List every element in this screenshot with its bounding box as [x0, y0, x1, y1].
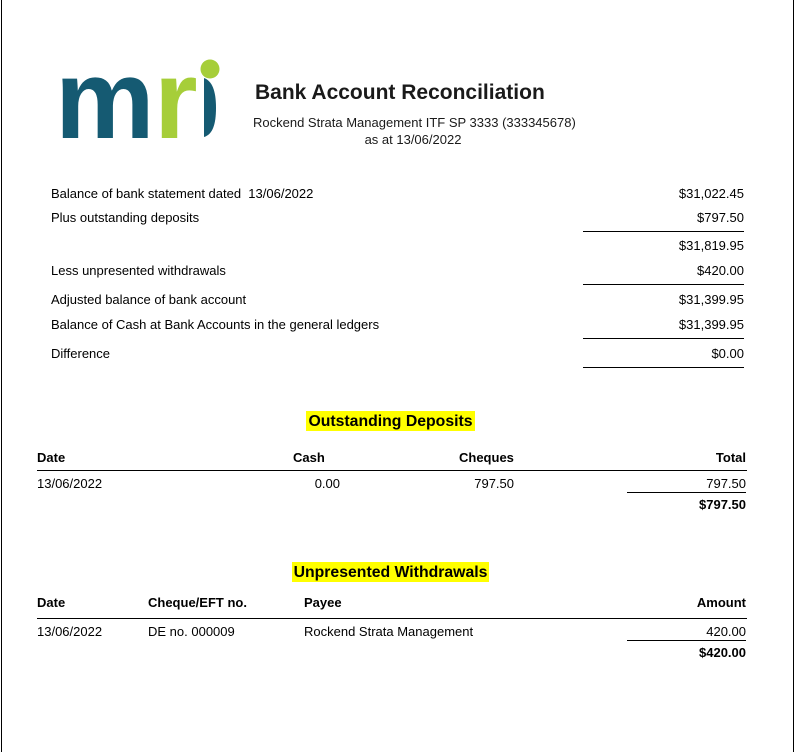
svg-text:m: m [55, 58, 155, 138]
svg-text:r: r [154, 58, 198, 138]
